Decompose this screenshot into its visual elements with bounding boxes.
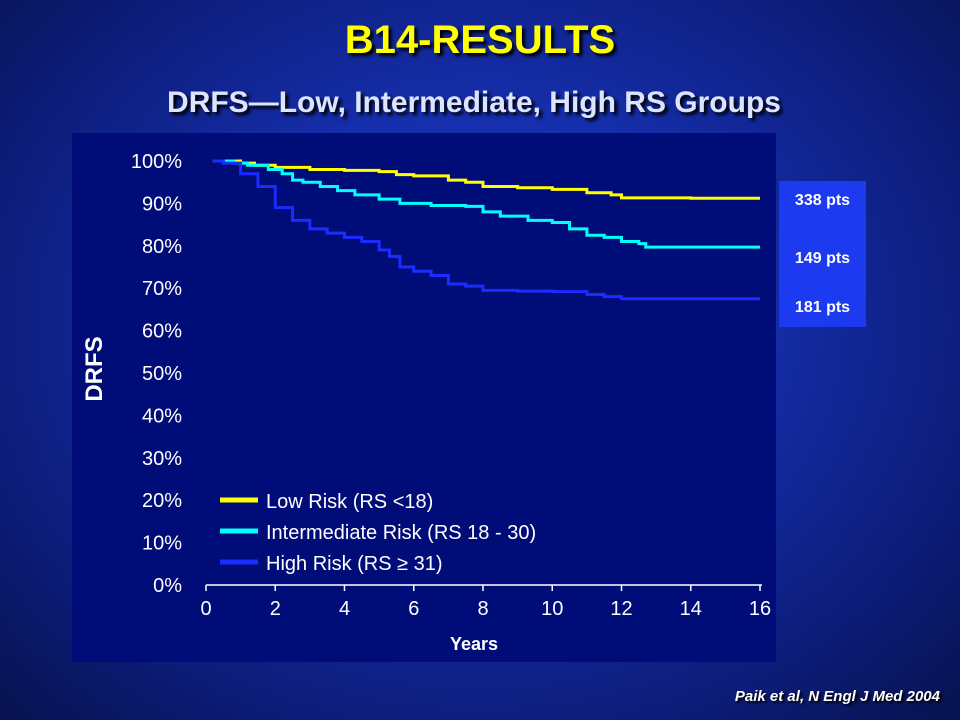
- y-tick-label: 0%: [153, 575, 182, 597]
- patient-count-high: 181 pts: [794, 299, 851, 316]
- y-tick-label: 40%: [142, 405, 182, 427]
- chart-panel: 0 2 4 6 8 10 12 14 16 0% 10% 20% 30% 40% 50% 60% 70% 80% 9…: [72, 133, 776, 662]
- y-tick-label: 30%: [142, 448, 182, 470]
- km-chart: 0 2 4 6 8 10 12 14 16 0% 10% 20% 30% 40% 50% 60% 70% 80% 9…: [81, 151, 771, 654]
- series-line-1: [212, 159, 760, 249]
- y-axis-label: DRFS: [81, 336, 108, 401]
- legend-label-0: Low Risk (RS <18): [266, 491, 433, 513]
- x-tick-label: 16: [749, 598, 771, 620]
- patient-count-box: 338 pts 149 pts 181 pts: [779, 181, 866, 327]
- y-tick-label: 70%: [142, 278, 182, 300]
- legend-label-2: High Risk (RS ≥ 31): [266, 553, 443, 575]
- y-tick-label: 50%: [142, 363, 182, 385]
- x-tick-label: 2: [270, 598, 281, 620]
- y-tick-label: 60%: [142, 321, 182, 343]
- series-line-2: [212, 159, 760, 301]
- x-tick-label: 14: [680, 598, 702, 620]
- patient-count-low: 338 pts: [794, 192, 851, 209]
- x-tick-label: 12: [610, 598, 632, 620]
- x-tick-label: 0: [200, 598, 211, 620]
- chart-series: [212, 159, 760, 301]
- x-tick-label: 8: [477, 598, 488, 620]
- x-tick-label: 6: [408, 598, 419, 620]
- legend-label-1: Intermediate Risk (RS 18 - 30): [266, 522, 536, 544]
- slide-title: B14-RESULTS: [344, 18, 616, 62]
- chart-legend: Low Risk (RS <18) Intermediate Risk (RS 1…: [220, 491, 536, 575]
- patient-count-intermediate: 149 pts: [794, 250, 851, 267]
- series-line-0: [212, 159, 760, 200]
- x-axis-label: Years: [450, 634, 498, 654]
- citation: Paik et al, N Engl J Med 2004: [734, 688, 940, 705]
- y-tick-label: 90%: [142, 193, 182, 215]
- y-tick-label: 20%: [142, 490, 182, 512]
- x-tick-label: 10: [541, 598, 563, 620]
- chart-axes: 0 2 4 6 8 10 12 14 16 0% 10% 20% 30% 40% 50% 60% 70% 80% 9…: [131, 151, 771, 620]
- slide-subtitle: DRFS—Low, Intermediate, High RS Groups: [167, 86, 781, 119]
- y-tick-label: 10%: [142, 533, 182, 555]
- x-tick-label: 4: [339, 598, 350, 620]
- y-tick-label: 80%: [142, 236, 182, 258]
- y-tick-label: 100%: [131, 151, 182, 173]
